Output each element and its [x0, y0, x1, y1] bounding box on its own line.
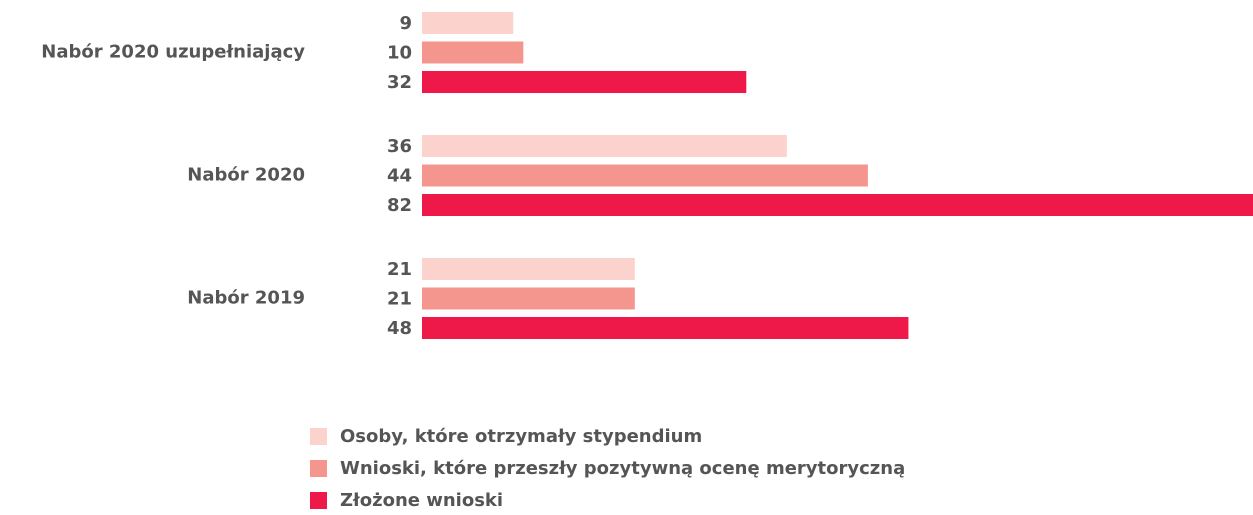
- value-label: 21: [387, 289, 412, 310]
- category-label: Nabór 2020: [187, 165, 305, 186]
- legend-label: Złożone wnioski: [340, 490, 503, 511]
- legend-label: Wnioski, które przeszły pozytywną ocenę …: [340, 458, 905, 479]
- bar: [422, 258, 635, 280]
- value-label: 48: [387, 318, 412, 339]
- value-label: 32: [387, 72, 412, 93]
- value-label: 36: [387, 136, 412, 157]
- value-label: 82: [387, 195, 412, 216]
- legend-swatch: [310, 428, 327, 445]
- bar: [422, 164, 868, 187]
- bar: [422, 194, 1253, 216]
- legend-swatch: [310, 460, 327, 477]
- value-label: 10: [387, 43, 412, 64]
- bar: [422, 41, 524, 64]
- legend-label: Osoby, które otrzymały stypendium: [340, 426, 702, 447]
- category-label: Nabór 2019: [187, 288, 305, 309]
- value-label: 21: [387, 259, 412, 280]
- value-label: 9: [399, 13, 412, 34]
- category-label: Nabór 2020 uzupełniający: [41, 42, 305, 63]
- value-label: 44: [387, 166, 412, 187]
- bar: [422, 12, 514, 34]
- legend-swatch: [310, 492, 327, 509]
- bar: [422, 287, 635, 310]
- bar: [422, 317, 909, 339]
- bar: [422, 71, 747, 93]
- bar: [422, 135, 787, 157]
